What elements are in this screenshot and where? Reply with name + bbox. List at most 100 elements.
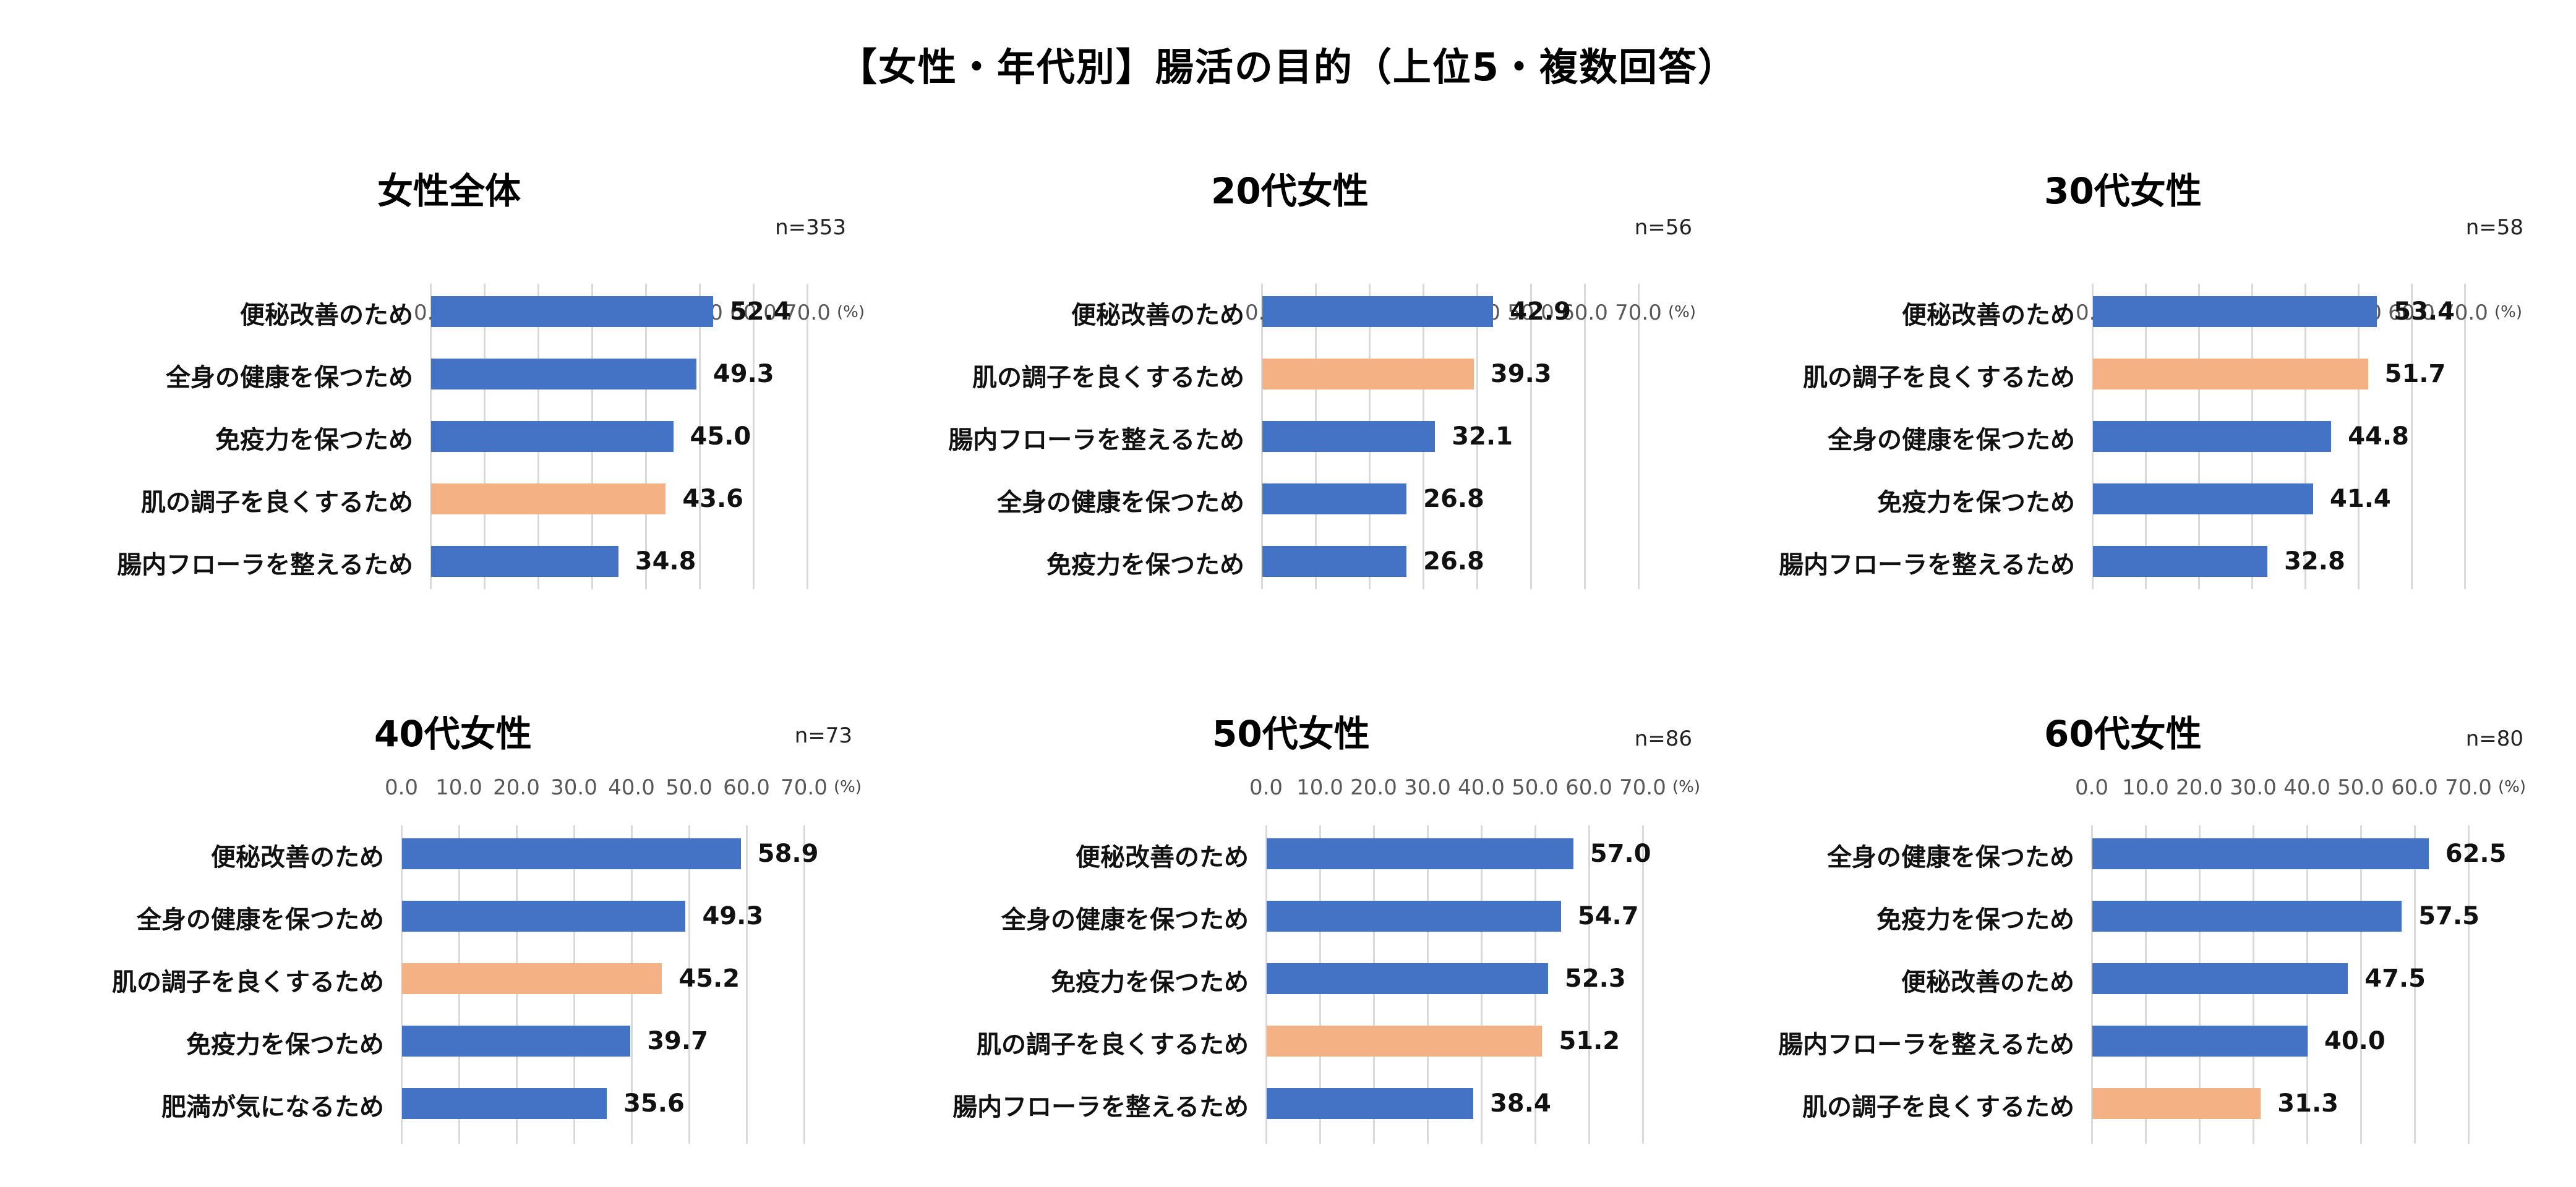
x-tick-label: 60.0 bbox=[2388, 300, 2435, 325]
bar bbox=[431, 421, 674, 452]
category-label: 肌の調子を良くするため bbox=[141, 488, 413, 517]
bar bbox=[402, 1088, 607, 1119]
x-axis-unit: (%) bbox=[1668, 303, 1696, 321]
sample-size-label: n=58 bbox=[2465, 215, 2523, 240]
value-label: 49.3 bbox=[702, 902, 764, 930]
category-label: 肥満が気になるため bbox=[161, 1093, 384, 1121]
category-label: 腸内フローラを整えるため bbox=[117, 551, 413, 579]
x-tick-label: 50.0 bbox=[1507, 300, 1554, 325]
value-label: 53.4 bbox=[2394, 297, 2455, 326]
gridline bbox=[1261, 284, 1263, 589]
x-axis-unit: (%) bbox=[834, 778, 862, 796]
value-label: 51.2 bbox=[1559, 1027, 1620, 1055]
category-label: 便秘改善のため bbox=[240, 301, 413, 330]
gridline bbox=[753, 284, 755, 589]
category-label: 全身の健康を保つため bbox=[166, 364, 413, 392]
x-tick-label: 50.0 bbox=[2337, 775, 2384, 800]
bar-highlight bbox=[1262, 359, 1474, 389]
bar-highlight bbox=[2093, 359, 2368, 389]
sample-size-label: n=73 bbox=[794, 723, 852, 748]
category-label: 便秘改善のため bbox=[1076, 843, 1249, 872]
bar bbox=[2093, 421, 2332, 452]
bar bbox=[431, 359, 696, 389]
value-label: 26.8 bbox=[1423, 485, 1484, 513]
chart-title: 50代女性 bbox=[1212, 713, 1370, 755]
value-label: 32.8 bbox=[2284, 547, 2345, 576]
chart-title: 30代女性 bbox=[2044, 170, 2202, 212]
category-label: 免疫力を保つため bbox=[1876, 906, 2074, 934]
bar bbox=[1267, 963, 1548, 994]
value-label: 62.5 bbox=[2445, 840, 2507, 868]
value-label: 44.8 bbox=[2348, 422, 2409, 451]
x-tick-label: 30.0 bbox=[550, 775, 597, 800]
gridline bbox=[1642, 825, 1644, 1144]
chart-title: 40代女性 bbox=[374, 713, 532, 755]
gridline bbox=[1638, 284, 1640, 589]
x-axis-unit: (%) bbox=[837, 303, 865, 321]
category-label: 腸内フローラを整えるため bbox=[952, 1093, 1249, 1121]
x-axis-unit: (%) bbox=[1672, 778, 1700, 796]
value-label: 49.3 bbox=[712, 360, 774, 388]
sample-size-label: n=353 bbox=[775, 215, 846, 240]
bar bbox=[1267, 901, 1561, 932]
x-tick-label: 0.0 bbox=[2074, 775, 2109, 800]
chart-title: 60代女性 bbox=[2044, 713, 2202, 755]
category-label: 便秘改善のため bbox=[1071, 301, 1244, 330]
x-tick-label: 60.0 bbox=[2391, 775, 2438, 800]
value-label: 41.4 bbox=[2330, 485, 2391, 513]
category-label: 腸内フローラを整えるため bbox=[948, 426, 1244, 454]
chart-title: 20代女性 bbox=[1211, 170, 1369, 212]
category-label: 肌の調子を良くするため bbox=[972, 364, 1244, 392]
bar bbox=[2093, 483, 2314, 514]
gridline bbox=[1530, 284, 1532, 589]
value-label: 40.0 bbox=[2324, 1027, 2386, 1055]
bar bbox=[2092, 838, 2429, 869]
bar bbox=[402, 901, 686, 932]
value-label: 35.6 bbox=[623, 1089, 685, 1118]
value-label: 32.1 bbox=[1452, 422, 1513, 451]
gridline bbox=[803, 825, 805, 1144]
gridline bbox=[2091, 825, 2093, 1144]
value-label: 58.9 bbox=[757, 840, 819, 868]
bar-highlight bbox=[1267, 1026, 1543, 1057]
category-label: 全身の健康を保つため bbox=[1827, 843, 2074, 872]
bar bbox=[1267, 1088, 1474, 1119]
value-label: 54.7 bbox=[1577, 902, 1639, 930]
bar-highlight bbox=[402, 963, 662, 994]
bar bbox=[431, 546, 618, 577]
x-tick-label: 20.0 bbox=[493, 775, 540, 800]
gridline bbox=[1584, 284, 1586, 589]
bar bbox=[402, 1026, 631, 1057]
gridline bbox=[2411, 284, 2413, 589]
bar bbox=[402, 838, 741, 869]
x-tick-label: 0.0 bbox=[384, 775, 419, 800]
x-tick-label: 40.0 bbox=[608, 775, 655, 800]
category-label: 肌の調子を良くするため bbox=[1803, 364, 2075, 392]
gridline bbox=[401, 825, 403, 1144]
category-label: 全身の健康を保つため bbox=[1828, 426, 2075, 454]
bar-highlight bbox=[431, 483, 666, 514]
x-tick-label: 60.0 bbox=[1561, 300, 1608, 325]
x-tick-label: 40.0 bbox=[2283, 775, 2330, 800]
x-tick-label: 70.0 bbox=[1615, 300, 1662, 325]
x-tick-label: 70.0 bbox=[784, 300, 831, 325]
gridline bbox=[1265, 825, 1267, 1144]
value-label: 34.8 bbox=[635, 547, 696, 576]
gridline bbox=[807, 284, 808, 589]
value-label: 47.5 bbox=[2364, 964, 2426, 993]
value-label: 57.0 bbox=[1590, 840, 1651, 868]
bar bbox=[2093, 546, 2268, 577]
value-label: 43.6 bbox=[682, 485, 744, 513]
gridline bbox=[2414, 825, 2416, 1144]
category-label: 免疫力を保つため bbox=[215, 426, 413, 454]
x-tick-label: 0.0 bbox=[1249, 775, 1283, 800]
x-tick-label: 30.0 bbox=[1404, 775, 1451, 800]
bar bbox=[2092, 901, 2402, 932]
value-label: 42.9 bbox=[1510, 297, 1571, 326]
x-tick-label: 70.0 bbox=[1619, 775, 1666, 800]
value-label: 57.5 bbox=[2418, 902, 2480, 930]
gridline bbox=[699, 284, 701, 589]
sample-size-label: n=80 bbox=[2465, 726, 2523, 751]
category-label: 便秘改善のため bbox=[1901, 968, 2074, 997]
x-tick-label: 40.0 bbox=[1458, 775, 1505, 800]
